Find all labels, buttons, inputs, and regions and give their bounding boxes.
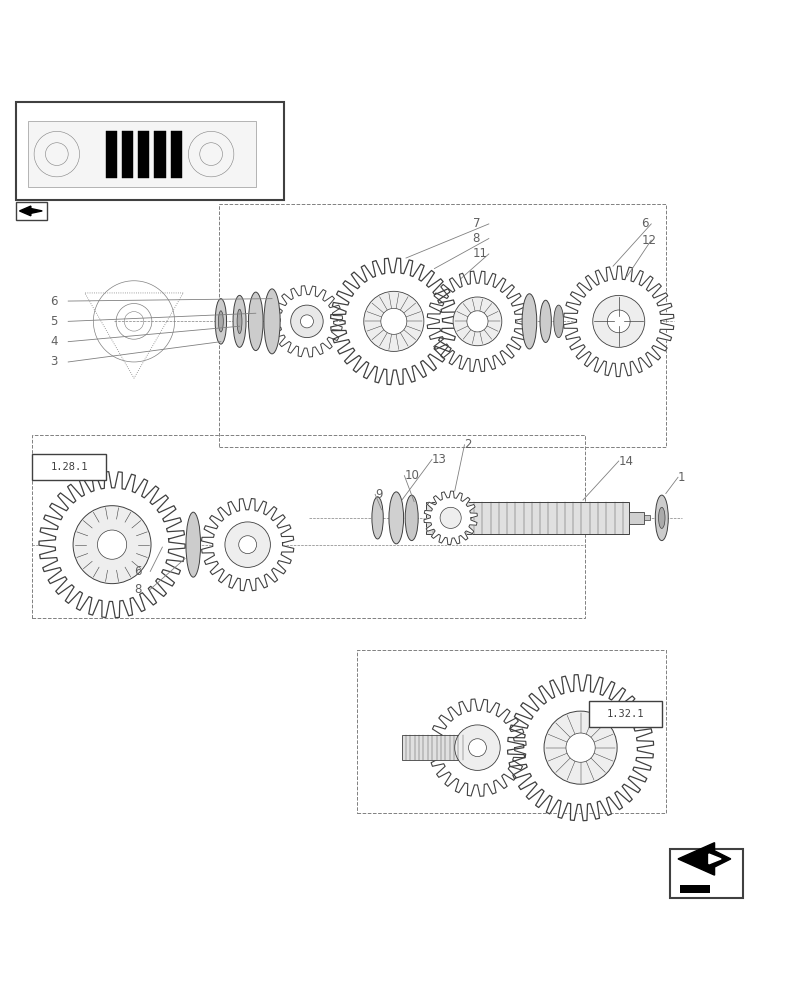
Circle shape <box>592 295 644 347</box>
Polygon shape <box>427 271 527 372</box>
Bar <box>138 131 149 178</box>
Bar <box>401 735 466 760</box>
Polygon shape <box>330 258 457 385</box>
Text: 6: 6 <box>50 295 58 308</box>
Ellipse shape <box>248 292 263 351</box>
Bar <box>32 435 584 618</box>
Circle shape <box>565 733 594 762</box>
Ellipse shape <box>658 507 664 528</box>
Text: 5: 5 <box>50 315 58 328</box>
Bar <box>679 885 710 893</box>
Text: 9: 9 <box>375 488 382 501</box>
Circle shape <box>225 522 270 567</box>
Ellipse shape <box>388 492 403 544</box>
Text: 13: 13 <box>431 453 446 466</box>
Text: 11: 11 <box>472 247 487 260</box>
Text: 1: 1 <box>677 471 684 484</box>
Bar <box>105 131 117 178</box>
Circle shape <box>97 530 127 559</box>
Text: 1.32.1: 1.32.1 <box>606 709 643 719</box>
Ellipse shape <box>405 495 418 541</box>
Ellipse shape <box>539 300 551 342</box>
Text: 3: 3 <box>50 355 58 368</box>
Circle shape <box>363 291 423 351</box>
Bar <box>588 701 661 727</box>
Polygon shape <box>428 699 526 796</box>
Bar <box>643 515 650 520</box>
Bar <box>16 202 47 220</box>
Circle shape <box>543 711 616 784</box>
Ellipse shape <box>521 294 536 349</box>
Bar <box>357 650 665 813</box>
Polygon shape <box>423 491 477 545</box>
Bar <box>154 131 165 178</box>
Bar <box>669 849 742 898</box>
Polygon shape <box>39 472 185 618</box>
Polygon shape <box>507 675 653 821</box>
Circle shape <box>380 308 406 334</box>
Circle shape <box>300 315 313 328</box>
Circle shape <box>440 507 461 528</box>
Polygon shape <box>563 266 673 377</box>
Ellipse shape <box>215 299 226 344</box>
Text: 12: 12 <box>641 234 655 247</box>
Text: 7: 7 <box>472 217 479 230</box>
Ellipse shape <box>186 512 200 577</box>
Circle shape <box>468 739 486 757</box>
Ellipse shape <box>371 497 383 539</box>
Text: 10: 10 <box>404 469 418 482</box>
Text: 4: 4 <box>50 335 58 348</box>
Circle shape <box>466 311 487 332</box>
Polygon shape <box>201 499 294 591</box>
Circle shape <box>607 310 629 333</box>
Text: 8: 8 <box>134 583 141 596</box>
Ellipse shape <box>237 309 242 334</box>
Circle shape <box>73 506 151 584</box>
Ellipse shape <box>218 311 223 332</box>
Polygon shape <box>271 286 342 357</box>
Polygon shape <box>677 843 730 875</box>
Bar <box>170 131 182 178</box>
Text: 6: 6 <box>641 217 648 230</box>
Ellipse shape <box>553 305 563 338</box>
Text: 2: 2 <box>464 438 471 451</box>
Ellipse shape <box>233 295 246 347</box>
Circle shape <box>290 305 323 338</box>
Circle shape <box>453 297 501 346</box>
Polygon shape <box>19 206 42 216</box>
Circle shape <box>238 536 256 554</box>
Ellipse shape <box>654 495 667 541</box>
Bar <box>122 131 133 178</box>
Text: 1.28.1: 1.28.1 <box>50 462 88 472</box>
Text: 8: 8 <box>472 232 479 245</box>
Bar <box>16 102 284 200</box>
Bar <box>32 454 105 480</box>
Bar <box>426 502 629 534</box>
Text: 6: 6 <box>134 565 141 578</box>
Bar <box>28 121 255 187</box>
Bar <box>219 204 665 447</box>
Text: 14: 14 <box>618 455 633 468</box>
Bar <box>629 512 643 524</box>
Ellipse shape <box>264 289 280 354</box>
Polygon shape <box>708 854 720 864</box>
Circle shape <box>454 725 500 770</box>
